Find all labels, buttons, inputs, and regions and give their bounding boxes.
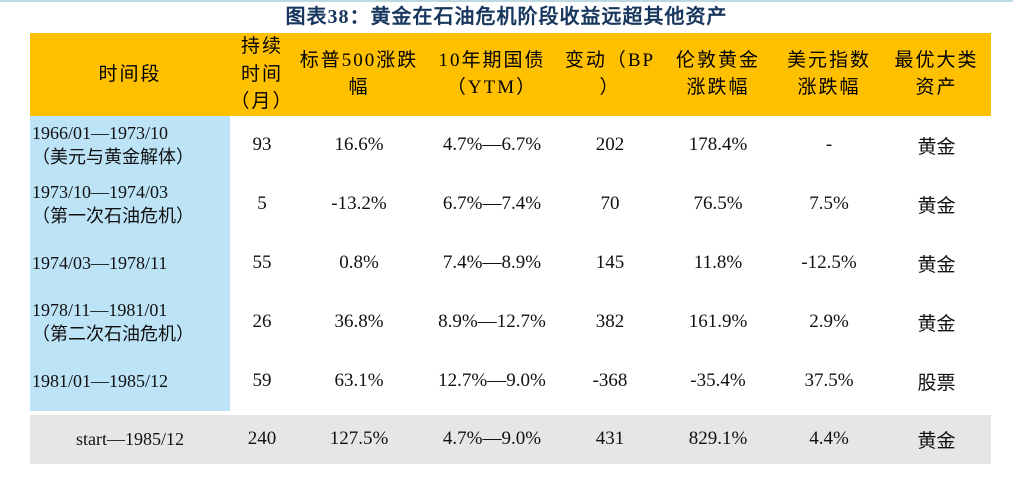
table-row: 1966/01—1973/10 （美元与黄金解体） 93 16.6% 4.7%—6.7… [30, 115, 991, 175]
cell-best: 黄金 [882, 410, 991, 464]
cell-duration: 59 [252, 370, 272, 392]
cell-bp: 70 [600, 193, 620, 215]
cell-bp: 145 [595, 252, 625, 274]
table-row: 1974/03—1978/11 55 0.8% 7.4%—8.9% 145 11.8% -1… [30, 233, 991, 293]
summary-row: start—1985/12 240 127.5% 4.7%—9.0% 431 829.1%… [30, 410, 991, 464]
cell-sp500: 36.8% [334, 311, 384, 333]
table-row: 1978/11—1981/01 （第二次石油危机） 26 36.8% 8.9%—12.… [30, 292, 991, 352]
cell-bp: 202 [595, 134, 625, 156]
cell-bp: 431 [560, 410, 660, 464]
top-divider-rule [0, 0, 1013, 2]
asset-returns-table: 时间段 持续 时间 （月） 标普500涨跌 幅 10年期国债 （YTM） 变动（BP ）… [30, 33, 991, 464]
cell-gold: 76.5% [693, 193, 743, 215]
cell-period: 1973/10—1974/03 （第一次石油危机） [30, 174, 230, 234]
cell-duration: 26 [252, 311, 272, 333]
cell-sp500: -13.2% [331, 193, 387, 215]
column-header-sp500: 标普500涨跌 幅 [294, 33, 424, 116]
cell-treasury: 4.7%—9.0% [424, 410, 560, 464]
cell-treasury: 12.7%—9.0% [438, 370, 546, 392]
cell-usd: 7.5% [809, 193, 849, 215]
cell-best: 黄金 [917, 195, 956, 217]
cell-usd: -12.5% [801, 252, 857, 274]
cell-period: start—1985/12 [30, 410, 230, 464]
cell-duration: 240 [230, 410, 294, 464]
table-body: 1966/01—1973/10 （美元与黄金解体） 93 16.6% 4.7%—6.7… [30, 115, 991, 464]
column-header-gold: 伦敦黄金 涨跌幅 [660, 33, 776, 116]
column-header-period: 时间段 [30, 33, 230, 116]
cell-best: 黄金 [917, 313, 956, 335]
cell-usd: 2.9% [809, 311, 849, 333]
table-row: 1973/10—1974/03 （第一次石油危机） 5 -13.2% 6.7%—7.4… [30, 174, 991, 234]
cell-period: 1978/11—1981/01 （第二次石油危机） [30, 292, 230, 352]
header-row: 时间段 持续 时间 （月） 标普500涨跌 幅 10年期国债 （YTM） 变动（BP ）… [30, 33, 991, 116]
column-header-duration: 持续 时间 （月） [230, 33, 294, 116]
cell-usd: 37.5% [804, 370, 854, 392]
cell-sp500: 16.6% [334, 134, 384, 156]
cell-best: 黄金 [917, 136, 956, 158]
cell-gold: 178.4% [688, 134, 748, 156]
table-row: 1981/01—1985/12 59 63.1% 12.7%—9.0% -368 -35.… [30, 351, 991, 413]
cell-sp500: 0.8% [339, 252, 379, 274]
cell-treasury: 4.7%—6.7% [442, 134, 542, 156]
cell-treasury: 8.9%—12.7% [438, 311, 546, 333]
cell-duration: 93 [252, 134, 272, 156]
cell-usd: 4.4% [776, 410, 882, 464]
cell-sp500: 63.1% [334, 370, 384, 392]
column-header-bp: 变动（BP ） [560, 33, 660, 116]
figure-title: 图表38：黄金在石油危机阶段收益远超其他资产 [285, 6, 728, 28]
cell-best: 股票 [917, 372, 956, 394]
table-header: 时间段 持续 时间 （月） 标普500涨跌 幅 10年期国债 （YTM） 变动（BP ）… [30, 33, 991, 116]
cell-best: 黄金 [917, 254, 956, 276]
cell-treasury: 7.4%—8.9% [442, 252, 542, 274]
cell-treasury: 6.7%—7.4% [442, 193, 542, 215]
column-header-treasury: 10年期国债 （YTM） [424, 33, 560, 116]
cell-period: 1981/01—1985/12 [30, 351, 230, 413]
cell-period: 1966/01—1973/10 （美元与黄金解体） [30, 115, 230, 175]
cell-gold: 161.9% [688, 311, 748, 333]
cell-gold: 11.8% [693, 252, 743, 274]
cell-gold: 829.1% [660, 410, 776, 464]
cell-bp: 382 [595, 311, 625, 333]
cell-duration: 5 [257, 193, 267, 215]
column-header-best: 最优大类 资产 [882, 33, 991, 116]
column-header-usd: 美元指数 涨跌幅 [776, 33, 882, 116]
cell-sp500: 127.5% [294, 410, 424, 464]
cell-usd: - [825, 134, 833, 156]
cell-bp: -368 [592, 370, 628, 392]
cell-gold: -35.4% [690, 370, 746, 392]
cell-duration: 55 [252, 252, 272, 274]
cell-period: 1974/03—1978/11 [30, 233, 230, 293]
